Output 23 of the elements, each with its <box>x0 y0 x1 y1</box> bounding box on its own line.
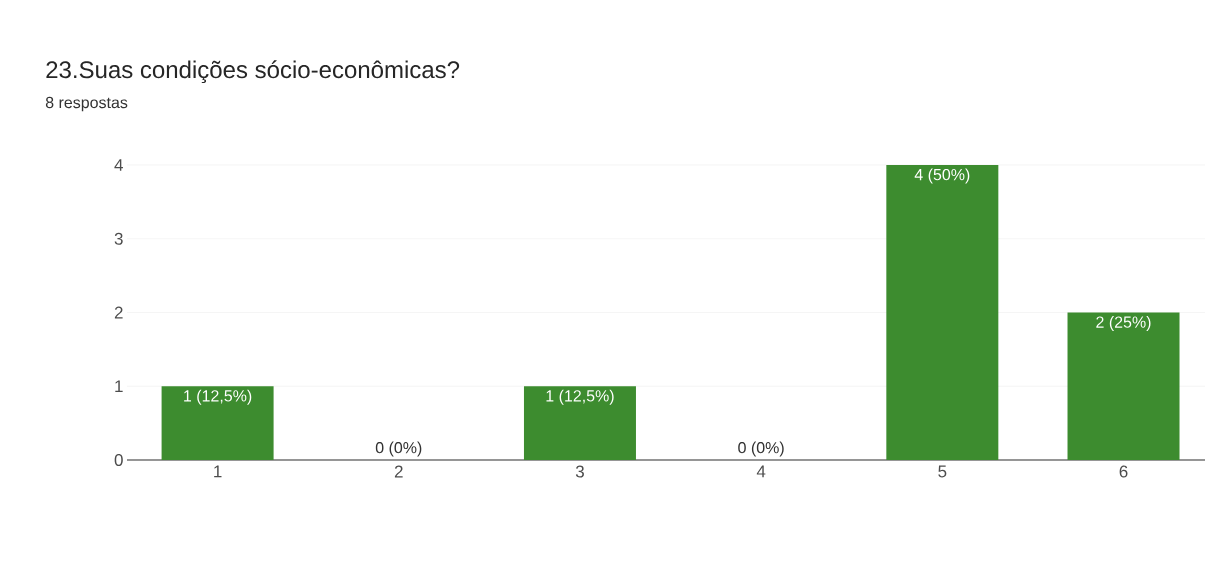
y-tick-label: 2 <box>114 306 123 319</box>
data-label: 1 (12,5%) <box>184 389 252 405</box>
data-label: 4 (50%) <box>914 168 970 184</box>
chart-subtitle: 8 respostas <box>45 96 128 112</box>
chart-title: 23.Suas condições sócio-econômicas? <box>46 60 460 84</box>
y-tick-label: 0 <box>114 453 123 467</box>
bar <box>886 165 999 460</box>
bar <box>523 386 636 460</box>
data-label: 0 (0%) <box>738 441 784 457</box>
x-tick-label: 4 <box>756 465 766 478</box>
x-tick-label: 6 <box>1119 465 1128 478</box>
bar <box>1067 312 1180 460</box>
x-tick-label: 5 <box>938 465 947 478</box>
x-tick-label: 2 <box>394 465 403 478</box>
bar <box>161 386 274 460</box>
x-tick-label: 3 <box>575 465 584 478</box>
y-tick-label: 1 <box>115 380 123 393</box>
y-tick-label: 4 <box>114 159 123 171</box>
y-tick-label: 3 <box>114 232 123 245</box>
data-label: 0 (0%) <box>375 441 422 457</box>
data-label: 1 (12,5%) <box>546 389 614 405</box>
x-tick-label: 1 <box>214 465 222 478</box>
data-label: 2 (25%) <box>1096 316 1151 331</box>
